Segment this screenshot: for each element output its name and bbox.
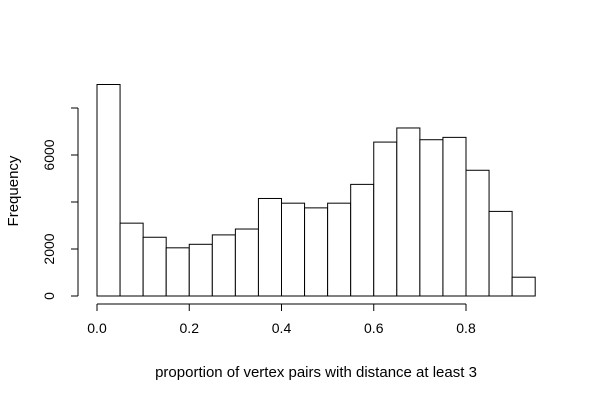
histogram-bar — [419, 139, 444, 297]
histogram-bar — [304, 207, 329, 297]
y-axis-title: Frequency — [5, 155, 22, 226]
histogram-bar — [327, 202, 352, 297]
x-tick-label: 0.6 — [364, 320, 384, 336]
histogram-bar — [257, 197, 282, 297]
x-axis: 0.0 0.2 0.4 0.6 0.8 — [87, 303, 476, 336]
histogram-bar — [188, 243, 213, 297]
histogram-bar — [350, 183, 375, 297]
bars-group — [96, 84, 536, 297]
y-tick-label: 0 — [41, 292, 57, 300]
histogram-bar — [511, 276, 536, 297]
x-tick-label: 0.4 — [272, 320, 292, 336]
x-tick-label: 0.0 — [87, 320, 107, 336]
x-tick-label: 0.8 — [456, 320, 476, 336]
histogram-bar — [396, 127, 421, 297]
histogram-bar — [211, 234, 236, 297]
y-tick-label: 6000 — [41, 139, 57, 170]
histogram-bar — [281, 202, 306, 297]
y-axis: 0 2000 6000 — [41, 107, 79, 300]
histogram-bar — [96, 84, 121, 297]
x-axis-title: proportion of vertex pairs with distance… — [155, 364, 477, 381]
histogram-bar — [119, 222, 144, 297]
x-tick-label: 0.2 — [180, 320, 200, 336]
histogram-bar — [442, 136, 467, 297]
histogram-bar — [142, 236, 167, 297]
histogram-bar — [234, 228, 259, 297]
y-tick-label: 2000 — [41, 233, 57, 264]
histogram-bar — [165, 247, 190, 297]
histogram-bar — [373, 141, 398, 297]
histogram-bar — [465, 169, 490, 297]
histogram-bar — [488, 210, 513, 297]
